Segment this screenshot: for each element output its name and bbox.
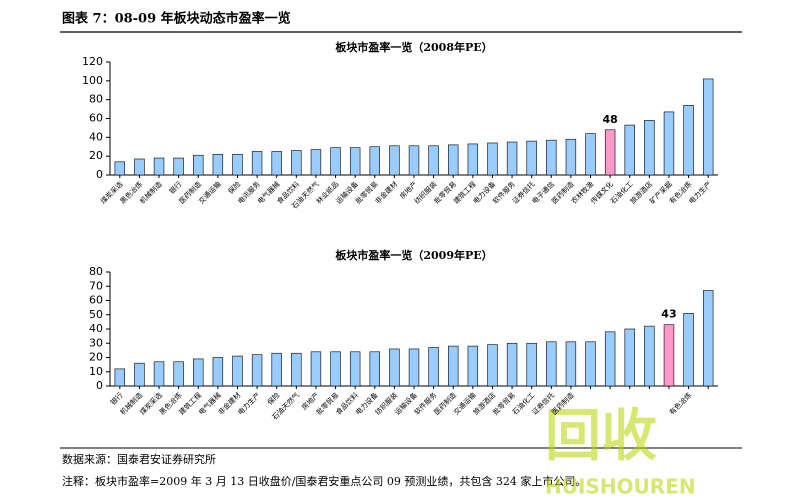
bar [369, 351, 380, 387]
watermark-text: 回收 [545, 404, 657, 469]
bar [349, 351, 361, 387]
bar [683, 313, 694, 387]
bar [193, 358, 204, 387]
bar [114, 368, 126, 387]
bar [408, 145, 420, 176]
bar [291, 352, 302, 387]
bar [604, 129, 616, 176]
bar [663, 111, 675, 176]
y-tick-label: 70 [89, 279, 103, 292]
bar [173, 157, 184, 176]
y-tick-label: 40 [89, 130, 103, 143]
bar [291, 150, 302, 176]
bar [232, 355, 243, 387]
bar [114, 161, 126, 176]
bar [467, 143, 479, 176]
bar [369, 146, 380, 176]
y-tick-label: 80 [89, 265, 103, 278]
bar [702, 290, 714, 387]
y-tick-label: 30 [89, 336, 103, 349]
bar [585, 341, 596, 387]
y-tick-label: 0 [96, 168, 103, 181]
x-tick-label: 银行 [108, 390, 124, 406]
y-tick-label: 50 [89, 308, 103, 321]
bar [153, 361, 165, 387]
bar [193, 154, 204, 176]
bar [349, 147, 361, 176]
y-tick-label: 20 [89, 149, 103, 162]
bar [271, 352, 282, 387]
header-title: 图表 7：08-09 年板块动态市盈率一览 [62, 11, 291, 27]
bar [624, 328, 635, 387]
x-tick-label: 保险 [226, 179, 242, 195]
bar [428, 347, 439, 387]
bar [134, 362, 145, 387]
bar [134, 158, 145, 176]
bar [624, 124, 635, 176]
bar [310, 351, 322, 387]
bar [448, 144, 459, 176]
bar [251, 354, 263, 387]
bar [604, 331, 616, 387]
y-tick-label: 0 [96, 379, 103, 392]
bar [389, 348, 400, 387]
watermark: 回收 HUISHOUREN [545, 404, 696, 498]
chart-title: 板块市盈率一览（2009年PE） [335, 248, 492, 262]
bar [448, 345, 459, 387]
bar [565, 341, 577, 387]
bar [153, 157, 165, 176]
value-label: 48 [602, 113, 617, 126]
bar [467, 345, 479, 387]
bar [585, 133, 596, 176]
bar [565, 138, 577, 176]
bar [526, 140, 537, 176]
bar [271, 151, 282, 176]
bar [506, 141, 518, 176]
bar [330, 147, 341, 176]
chart-title: 板块市盈率一览（2008年PE） [335, 40, 492, 54]
bar [526, 342, 537, 387]
bar [232, 153, 243, 176]
bar [310, 149, 322, 176]
bar [173, 361, 184, 387]
bar [212, 357, 224, 387]
bar [251, 151, 263, 176]
bar [428, 145, 439, 176]
bar [546, 139, 557, 176]
bar [212, 153, 224, 176]
footer-source: 数据来源：国泰君安证券研究所 [62, 452, 216, 466]
footer-note: 注释：板块市盈率=2009 年 3 月 13 日收盘价/国泰君安重点公司 09 … [62, 474, 586, 488]
y-tick-label: 80 [89, 93, 103, 106]
watermark-sub: HUISHOUREN [545, 475, 696, 499]
bar [644, 325, 655, 387]
y-tick-label: 120 [82, 55, 103, 68]
bar [487, 142, 498, 176]
y-tick-label: 100 [82, 74, 103, 87]
bar [408, 348, 420, 387]
bar [546, 341, 557, 387]
y-tick-label: 60 [89, 112, 103, 125]
y-tick-label: 60 [89, 294, 103, 307]
bar [644, 120, 655, 176]
y-tick-label: 20 [89, 351, 103, 364]
y-tick-label: 10 [89, 365, 103, 378]
bar [683, 105, 694, 176]
x-tick-label: 有色冶炼 [667, 390, 693, 416]
bar [330, 351, 341, 387]
bar [663, 324, 675, 387]
bar [487, 344, 498, 387]
bar [389, 145, 400, 176]
value-label: 43 [661, 308, 676, 321]
bar [702, 78, 714, 176]
bar [506, 342, 518, 387]
x-tick-label: 保险 [265, 390, 281, 406]
x-tick-label: 银行 [167, 179, 183, 195]
y-tick-label: 40 [89, 322, 103, 335]
